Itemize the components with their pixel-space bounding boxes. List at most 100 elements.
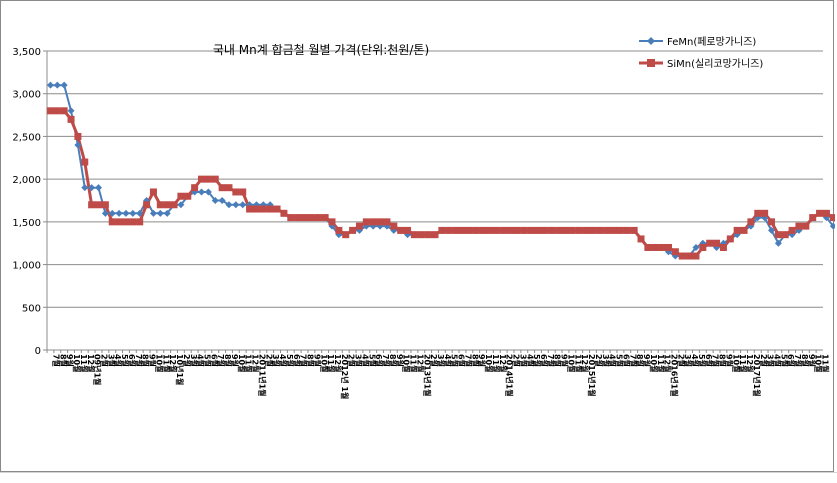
simn-point: [548, 226, 556, 234]
x-tick-label: 2016년1월: [669, 354, 679, 397]
simn-point: [74, 132, 82, 140]
simn-point: [307, 214, 315, 222]
x-tick-label: 10월: [649, 354, 659, 373]
simn-point: [671, 248, 679, 256]
x-tick-label: 5월: [285, 354, 295, 367]
x-tick-label: 12월: [498, 354, 508, 373]
simn-point: [129, 218, 137, 226]
gridlines: [47, 50, 823, 351]
simn-point: [191, 184, 199, 192]
x-tick-label: 9월: [560, 354, 570, 367]
x-tick-label: 4월: [690, 354, 700, 367]
simn-point: [623, 226, 631, 234]
simn-point: [136, 218, 144, 226]
x-tick-label: 12월: [415, 354, 425, 373]
simn-point: [527, 226, 535, 234]
simn-point: [699, 243, 707, 251]
x-tick-label: 8월: [141, 354, 151, 367]
x-tick-label: 2월: [759, 354, 769, 367]
x-tick-label: 10월: [319, 354, 329, 373]
simn-point: [404, 226, 412, 234]
y-tick-label: 1,500: [12, 218, 41, 229]
x-tick-label: 2월: [100, 354, 110, 367]
legend-marker-simn: [647, 59, 655, 67]
simn-point: [321, 214, 329, 222]
femn-point: [177, 201, 185, 209]
simn-point: [252, 205, 260, 213]
x-tick-label: 5월: [203, 354, 213, 367]
x-tick-label: 12월: [251, 354, 261, 373]
femn-point: [122, 209, 130, 217]
x-tick-label: 7월: [546, 354, 556, 367]
simn-point: [555, 226, 563, 234]
simn-point: [651, 243, 659, 251]
x-tick-label: 4월: [443, 354, 453, 367]
chart-area[interactable]: 0 500 1,000 1,500 2,000 2,500 3,000 3,500 7월 8월 9…: [0, 0, 835, 472]
series-line-simn: [50, 109, 835, 258]
simn-point: [816, 209, 824, 217]
x-tick-label: 4월: [113, 354, 123, 367]
simn-point: [589, 226, 597, 234]
femn-point: [211, 197, 219, 204]
simn-point: [60, 107, 68, 115]
femn-point: [204, 188, 212, 196]
x-tick-label: 3월: [766, 354, 776, 367]
x-tick-label: 8월: [58, 354, 68, 367]
x-tick-label: 6월: [539, 354, 549, 367]
x-tick-label: 12월: [168, 354, 178, 373]
simn-point: [280, 209, 288, 217]
x-tick-label: 6월: [457, 354, 467, 367]
x-tick-label: 3월: [106, 354, 116, 367]
x-tick-label: 2015년1월: [587, 354, 597, 397]
femn-point: [198, 188, 206, 196]
chart-title: 국내 Mn계 합금철 월별 가격(단위:천원/톤): [213, 42, 429, 57]
simn-point: [163, 201, 171, 209]
simn-point: [685, 252, 693, 260]
simn-point: [458, 226, 466, 234]
femn-point: [60, 81, 68, 89]
x-tick-label: 8월: [635, 354, 645, 367]
x-tick-label: 9월: [312, 354, 322, 367]
simn-point: [541, 226, 549, 234]
simn-point: [259, 205, 267, 213]
legend-marker-femn: [647, 37, 655, 45]
femn-point: [692, 243, 700, 251]
simn-point: [754, 209, 762, 217]
simn-point: [507, 226, 515, 234]
simn-point: [493, 226, 501, 234]
x-tick-label: 3월: [436, 354, 446, 367]
simn-point: [822, 209, 830, 217]
x-tick-label: 11월: [656, 354, 666, 373]
simn-point: [95, 201, 103, 209]
x-tick-label: 4월: [278, 354, 288, 367]
simn-point: [115, 218, 123, 226]
femn-point: [53, 81, 61, 89]
x-tick-label: 11월: [244, 354, 254, 373]
simn-point: [122, 218, 130, 226]
x-tick-label: 10년1월: [175, 354, 185, 385]
x-tick-label: 4월: [360, 354, 370, 367]
simn-point: [149, 188, 157, 196]
x-tick-label: 9월: [148, 354, 158, 367]
x-tick-label: 5월: [120, 354, 130, 367]
simn-point: [774, 231, 782, 239]
x-tick-label: 7월: [711, 354, 721, 367]
simn-point: [829, 214, 835, 222]
x-tick-label: 7월: [628, 354, 638, 367]
x-tick-label: 5월: [367, 354, 377, 367]
simn-point: [335, 226, 343, 234]
simn-point: [314, 214, 322, 222]
x-tick-label: 3월: [518, 354, 528, 367]
x-tick-label: 12월: [663, 354, 673, 373]
x-tick-label: 2월: [429, 354, 439, 367]
x-tick-label: 3월: [189, 354, 199, 367]
x-tick-label: 10월: [731, 354, 741, 373]
femn-point: [156, 209, 164, 217]
femn-point: [81, 184, 89, 192]
femn-point: [95, 184, 103, 192]
simn-point: [301, 214, 309, 222]
femn-point: [108, 209, 116, 217]
femn-point: [46, 81, 54, 89]
simn-point: [664, 243, 672, 251]
simn-point: [445, 226, 453, 234]
